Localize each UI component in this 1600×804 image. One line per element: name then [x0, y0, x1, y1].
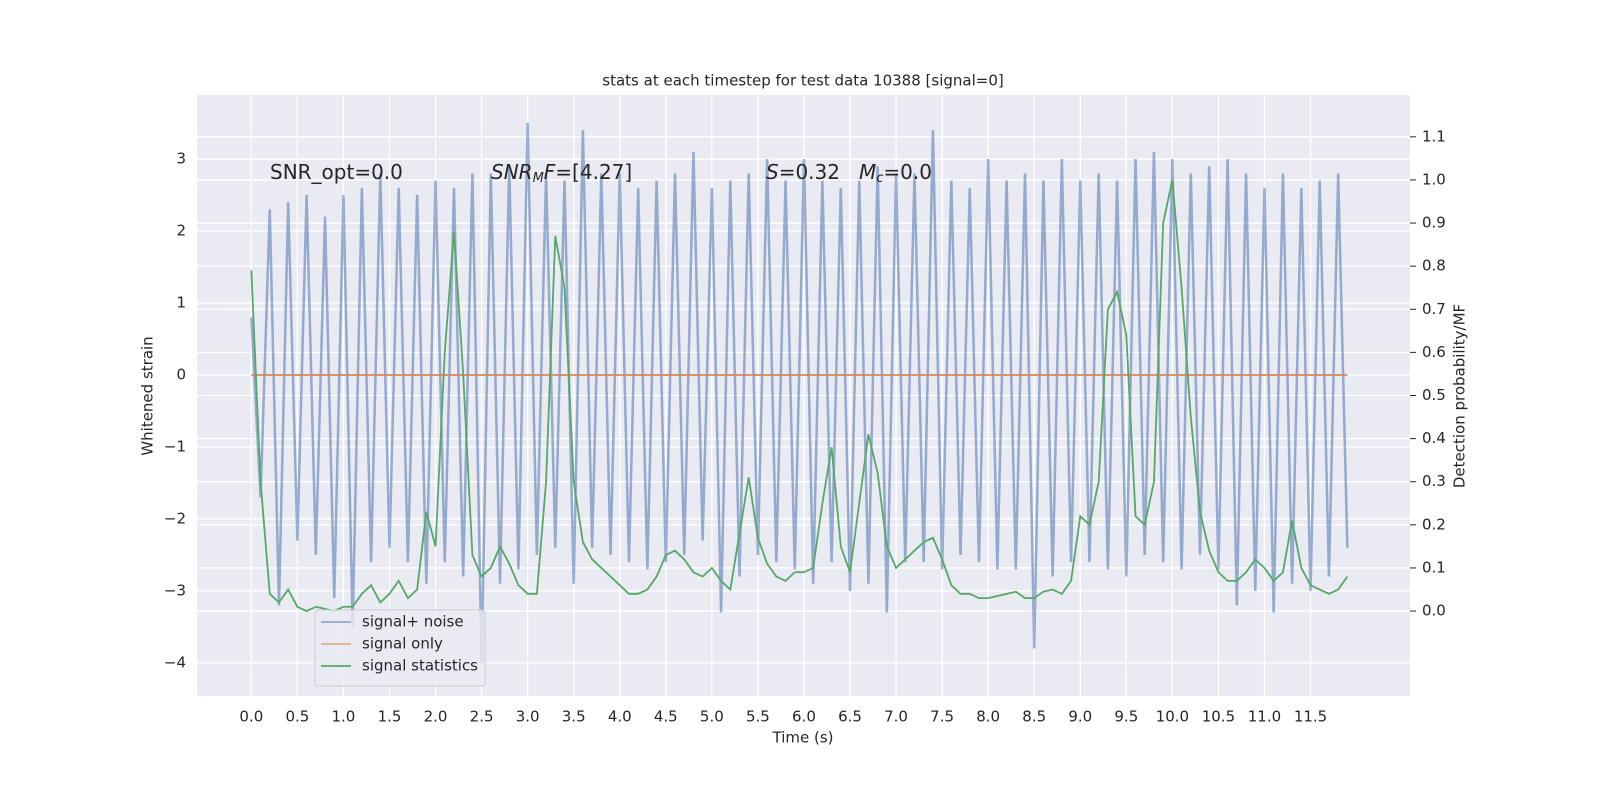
- annotation-part: M: [859, 160, 876, 184]
- y2-tick-label: 0.1: [1422, 558, 1446, 576]
- y2-tick-label: 0.8: [1422, 257, 1446, 275]
- y2-tick-label: 1.0: [1422, 170, 1446, 188]
- y-tick-label: −1: [164, 437, 186, 455]
- x-tick-label: 0.5: [285, 708, 309, 726]
- y2-tick-label: 0.7: [1422, 300, 1446, 318]
- legend-label: signal+ noise: [362, 613, 464, 631]
- y2-tick-label: 0.3: [1422, 472, 1446, 490]
- y2-tick-label: 0.0: [1422, 602, 1446, 620]
- y2-tick-label: 0.2: [1422, 515, 1446, 533]
- x-tick-label: 2.0: [424, 708, 448, 726]
- y2-tick-label: 0.4: [1422, 429, 1446, 447]
- x-tick-label: 7.0: [884, 708, 908, 726]
- x-tick-label: 7.5: [930, 708, 954, 726]
- x-tick-label: 9.5: [1114, 708, 1138, 726]
- annotation: S=0.32: [766, 160, 840, 184]
- annotation: SNRMF=[4.27]: [491, 160, 632, 186]
- annotation-part: M: [533, 171, 544, 186]
- annotation-part: =0.32: [779, 160, 840, 184]
- annotation-part: c: [876, 171, 883, 186]
- annotation-part: SNR_opt=0.0: [270, 160, 403, 184]
- annotation: Mc=0.0: [859, 160, 932, 186]
- y-tick-label: 0: [176, 365, 186, 383]
- series-line: [250, 123, 1349, 663]
- x-tick-label: 1.0: [332, 708, 356, 726]
- annotation-part: =[4.27]: [555, 160, 632, 184]
- x-tick-label: 8.5: [1022, 708, 1046, 726]
- legend-label: signal only: [362, 635, 443, 653]
- annotation: SNR_opt=0.0: [270, 160, 403, 184]
- y-tick-label: 3: [176, 150, 186, 168]
- x-tick-label: 6.0: [792, 708, 816, 726]
- annotation-part: SNR: [491, 160, 533, 184]
- y2-tick-label: 0.9: [1422, 214, 1446, 232]
- x-tick-label: 5.5: [746, 708, 770, 726]
- y2-axis-label: Detection probability/MF: [1451, 304, 1469, 488]
- x-tick-label: 6.5: [838, 708, 862, 726]
- x-tick-label: 4.5: [654, 708, 678, 726]
- y-tick-label: 2: [176, 222, 186, 240]
- x-tick-label: 10.5: [1202, 708, 1235, 726]
- x-tick-label: 0.0: [239, 708, 263, 726]
- chart-title: stats at each timestep for test data 103…: [602, 72, 1003, 90]
- x-tick-label: 10.0: [1156, 708, 1189, 726]
- x-tick-label: 11.0: [1248, 708, 1281, 726]
- x-tick-label: 8.0: [976, 708, 1000, 726]
- x-axis-label: Time (s): [772, 729, 834, 747]
- x-tick-label: 4.0: [608, 708, 632, 726]
- y-tick-label: −2: [164, 509, 186, 527]
- legend-label: signal statistics: [362, 657, 478, 675]
- x-tick-label: 3.5: [562, 708, 586, 726]
- x-tick-label: 9.0: [1068, 708, 1092, 726]
- legend-box: [314, 609, 486, 687]
- y-tick-label: −3: [164, 581, 186, 599]
- y2-tick-label: 0.5: [1422, 386, 1446, 404]
- annotation-part: S: [766, 160, 779, 184]
- y-tick-label: −4: [164, 653, 186, 671]
- y-tick-label: 1: [176, 294, 186, 312]
- x-tick-label: 2.5: [470, 708, 494, 726]
- y-axis-label: Whitened strain: [139, 336, 157, 455]
- x-tick-label: 3.0: [516, 708, 540, 726]
- series-line: [250, 179, 1349, 613]
- x-tick-label: 5.0: [700, 708, 724, 726]
- annotation-part: =0.0: [883, 160, 932, 184]
- y2-tick-label: 0.6: [1422, 343, 1446, 361]
- x-tick-label: 11.5: [1294, 708, 1327, 726]
- y2-tick-label: 1.1: [1422, 127, 1446, 145]
- annotation-part: F: [544, 160, 556, 184]
- x-tick-label: 1.5: [378, 708, 402, 726]
